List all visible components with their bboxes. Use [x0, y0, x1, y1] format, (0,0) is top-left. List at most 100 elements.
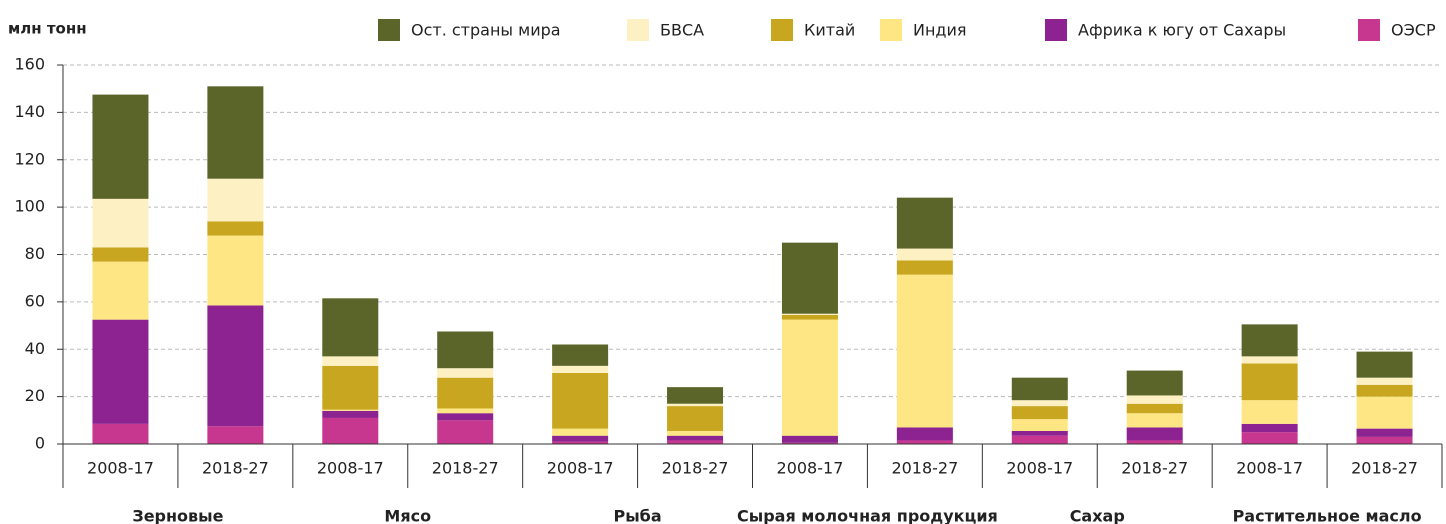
bar-segment	[1011, 430, 1068, 436]
y-tick-label: 160	[14, 55, 45, 74]
bar-segment	[552, 344, 609, 366]
bar-segment	[1011, 435, 1068, 444]
legend-label: Африка к югу от Сахары	[1078, 21, 1286, 40]
bar-segment	[1241, 400, 1298, 424]
bar-segment	[1126, 413, 1183, 428]
y-tick-label: 20	[25, 386, 45, 405]
y-axis-label: млн тонн	[8, 20, 87, 38]
bar-segment	[896, 260, 953, 275]
bar-segment	[896, 274, 953, 428]
bar-segment	[322, 417, 379, 444]
legend-label: БВСА	[660, 21, 704, 40]
y-tick-label: 100	[14, 197, 45, 216]
bar-segment	[1011, 400, 1068, 407]
bar-segment	[552, 365, 609, 373]
bar-segment	[207, 86, 264, 179]
bar-segment	[207, 235, 264, 306]
y-tick-label: 60	[25, 291, 45, 310]
bar-segment	[322, 409, 379, 411]
bar-segment	[437, 377, 494, 409]
bar-segment	[92, 423, 149, 444]
bar-segment	[1011, 406, 1068, 420]
bar-segment	[1011, 419, 1068, 431]
group-label: Зерновые	[132, 507, 223, 524]
bar-segment	[781, 313, 838, 315]
x-tick-label: 2018-27	[1121, 459, 1188, 478]
y-tick-label: 0	[35, 434, 45, 453]
legend-label: Китай	[804, 21, 855, 40]
bar-segment	[1126, 427, 1183, 441]
bar-segment	[322, 410, 379, 418]
bar-segment	[1356, 351, 1413, 378]
bar-segment	[781, 319, 838, 436]
bar-segment	[437, 420, 494, 444]
x-tick-label: 2008-17	[547, 459, 614, 478]
bar-segment	[667, 440, 724, 444]
x-tick-label: 2008-17	[317, 459, 384, 478]
bar-segment	[667, 435, 724, 441]
bar-segment	[437, 408, 494, 414]
x-tick-label: 2018-27	[432, 459, 499, 478]
bar-segment	[896, 248, 953, 261]
bar-segment	[667, 430, 724, 436]
bar-segment	[437, 413, 494, 421]
bar-segment	[1241, 423, 1298, 433]
bar-segment	[437, 368, 494, 378]
bar-segment	[781, 435, 838, 443]
bar-segment	[92, 94, 149, 199]
bar-segment	[781, 314, 838, 320]
y-tick-label: 120	[14, 149, 45, 168]
bar-segment	[1356, 396, 1413, 429]
bar-segment	[1126, 395, 1183, 404]
bar-segment	[896, 197, 953, 249]
legend-swatch	[627, 19, 649, 41]
bar-segment	[1241, 356, 1298, 364]
bar-segment	[1241, 432, 1298, 444]
group-label: Рыба	[613, 507, 661, 524]
bar-segment	[322, 365, 379, 410]
bar-segment	[781, 242, 838, 314]
bar-segment	[207, 426, 264, 444]
bar-segment	[1126, 403, 1183, 414]
x-tick-label: 2018-27	[662, 459, 729, 478]
legend-swatch	[1045, 19, 1067, 41]
x-tick-label: 2008-17	[87, 459, 154, 478]
legend-label: Ост. страны мира	[411, 21, 561, 40]
y-tick-label: 40	[25, 339, 45, 358]
y-tick-label: 80	[25, 244, 45, 263]
bar-segment	[1126, 370, 1183, 396]
group-label: Мясо	[384, 507, 431, 524]
bar-segment	[552, 372, 609, 429]
x-tick-label: 2008-17	[1236, 459, 1303, 478]
x-tick-label: 2018-27	[891, 459, 958, 478]
bar-segment	[552, 441, 609, 444]
bar-segment	[896, 427, 953, 441]
bar-segment	[1241, 363, 1298, 401]
y-tick-label: 140	[14, 102, 45, 121]
bar-segment	[92, 319, 149, 424]
bar-segment	[552, 435, 609, 442]
bar-segment	[667, 387, 724, 404]
x-tick-label: 2008-17	[1006, 459, 1073, 478]
bar-segment	[781, 442, 838, 444]
bar-segment	[207, 221, 264, 236]
legend-swatch	[378, 19, 400, 41]
bar-segment	[92, 261, 149, 320]
group-label: Сырая молочная продукция	[737, 507, 998, 524]
legend-swatch	[771, 19, 793, 41]
legend-label: Индия	[913, 21, 967, 40]
bar-segment	[1356, 436, 1413, 444]
legend-swatch	[1358, 19, 1380, 41]
bar-segment	[322, 298, 379, 357]
bar-segment	[322, 356, 379, 366]
bar-segment	[92, 198, 149, 248]
bar-segment	[1356, 377, 1413, 385]
x-tick-label: 2018-27	[1351, 459, 1418, 478]
bar-segment	[1126, 440, 1183, 444]
group-label: Сахар	[1070, 507, 1125, 524]
x-tick-label: 2008-17	[777, 459, 844, 478]
bar-segment	[92, 247, 149, 262]
legend-label: ОЭСР	[1391, 21, 1436, 40]
bar-segment	[207, 178, 264, 222]
